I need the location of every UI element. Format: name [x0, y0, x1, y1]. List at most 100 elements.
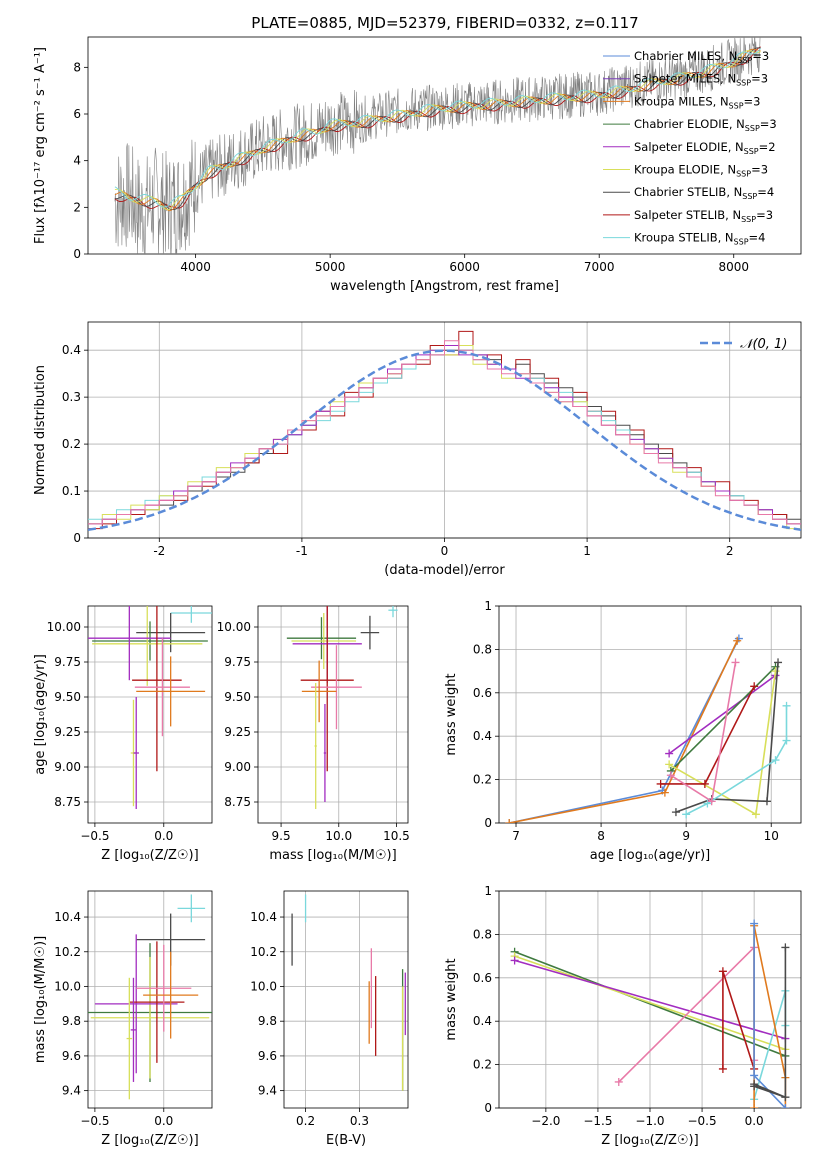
x-tick-label: 0.3 — [350, 1114, 369, 1128]
y-tick-label: 0.4 — [473, 729, 492, 743]
x-tick-label: 9 — [682, 829, 690, 843]
histogram-step — [88, 340, 801, 525]
x-tick-label: 7000 — [584, 260, 615, 274]
legend-subscript: SSP — [736, 79, 751, 88]
plus-marker — [731, 658, 740, 667]
x-tick-label: 0 — [441, 544, 449, 558]
z_age-axes: −0.5 0.0 8.75 9.00 9.25 9.50 9.75 10.00 Z [log₁₀… — [33, 605, 213, 863]
plus-marker — [671, 808, 680, 817]
x-tick-label: 8 — [597, 829, 605, 843]
weight-line — [618, 945, 755, 1083]
plus-marker — [505, 819, 514, 823]
legend-tail: =2 — [759, 140, 776, 154]
legend-entry: Chabrier ELODIE, NSSP=3 — [634, 117, 777, 133]
x-tick-label: -2 — [153, 544, 165, 558]
y-tick-label: 0 — [73, 247, 81, 261]
data-point — [360, 615, 380, 650]
legend-subscript: SSP — [742, 192, 757, 201]
legend-tail: =3 — [760, 117, 777, 131]
plus-marker — [750, 1082, 759, 1091]
y-tick-label: 9.00 — [54, 760, 81, 774]
data-point — [314, 683, 317, 809]
x-tick-label: 9.5 — [272, 829, 291, 843]
weight-line — [675, 662, 779, 813]
plus-marker — [782, 736, 791, 745]
axes-frame — [257, 605, 409, 824]
plus-marker — [771, 667, 780, 676]
y-tick-label: 10.00 — [47, 620, 81, 634]
y-tick-label: 9.25 — [54, 725, 81, 739]
x-tick-label: 10.0 — [325, 829, 352, 843]
weight-line — [670, 662, 737, 803]
plus-marker — [781, 943, 790, 952]
y-tick-label: 0.1 — [62, 484, 81, 498]
z_mass-axes: −0.5 0.0 9.4 9.6 9.8 10.0 10.2 10.4 Z [log₁₀(Z/Z… — [33, 890, 213, 1148]
y-tick-label: 9.6 — [62, 1049, 81, 1063]
legend-entry: Kroupa STELIB, NSSP=4 — [634, 231, 765, 247]
plus-marker — [750, 682, 759, 691]
data-point — [300, 606, 354, 772]
y-tick-label: 10.2 — [250, 945, 277, 959]
x-axis-label: Z [log₁₀(Z/Z☉)] — [601, 1133, 698, 1148]
legend-tail: =3 — [751, 163, 768, 177]
legend-subscript: SSP — [745, 124, 760, 133]
data-point — [323, 704, 327, 802]
legend-entry: Kroupa ELODIE, NSSP=3 — [634, 163, 768, 179]
mass_age-axes: 9.5 10.0 10.5 8.75 9.00 9.25 9.50 9.75 10.00 mass… — [217, 605, 410, 863]
y-tick-label: 10.4 — [54, 910, 81, 924]
y-tick-label: 9.50 — [224, 690, 251, 704]
residuals-axes: -2 -1 0 1 2 0 0.1 0.2 0.3 0.4 (data-model)/error No… — [33, 321, 802, 578]
data-point — [94, 934, 178, 1074]
plus-marker — [660, 788, 669, 797]
y-axis-label: mass weight — [444, 958, 459, 1040]
legend-entry: Chabrier STELIB, NSSP=4 — [634, 185, 774, 201]
plus-marker — [703, 799, 712, 808]
plus-marker — [733, 636, 742, 645]
model-spectrum-salpeter_stelib — [114, 46, 761, 209]
plus-marker — [781, 1104, 790, 1108]
x-tick-label: 0.0 — [154, 829, 173, 843]
y-tick-label: 9.8 — [258, 1014, 277, 1028]
data-point — [92, 606, 203, 686]
y-tick-label: 9.4 — [258, 1084, 277, 1098]
x-tick-label: −2.0 — [531, 1114, 560, 1128]
data-point — [177, 894, 206, 923]
y-tick-label: 9.75 — [54, 655, 81, 669]
figure-title: PLATE=0885, MJD=52379, FIBERID=0332, z=0… — [251, 14, 638, 32]
ebv_mass-axes: 0.2 0.3 9.4 9.6 9.8 10.0 10.2 10.4 E(B-V) — [250, 890, 409, 1148]
x-tick-label: −1.0 — [635, 1114, 664, 1128]
legend-text: Salpeter ELODIE, N — [634, 140, 744, 154]
x-tick-label: 1 — [583, 544, 591, 558]
plus-marker — [771, 756, 780, 765]
data-point — [143, 951, 199, 1039]
weight-line — [514, 955, 786, 1051]
legend-subscript: SSP — [729, 101, 744, 110]
legend-tail: =3 — [751, 72, 768, 86]
y-tick-label: 9.6 — [258, 1049, 277, 1063]
x-tick-label: 6000 — [449, 260, 480, 274]
y-tick-label: 10.0 — [54, 979, 81, 993]
x-tick-label: 8000 — [718, 260, 749, 274]
weight-line — [722, 971, 755, 1070]
plus-marker — [750, 1104, 759, 1108]
x-tick-label: 7 — [512, 829, 520, 843]
y-tick-label: 0.3 — [62, 390, 81, 404]
plus-marker — [666, 771, 675, 780]
plus-marker — [751, 810, 760, 819]
data-point — [301, 660, 337, 723]
plus-marker — [665, 749, 674, 758]
y-tick-label: 0.8 — [473, 927, 492, 941]
axes-frame — [283, 890, 409, 1109]
x-tick-label: −0.5 — [80, 1114, 109, 1128]
legend-tail: =3 — [744, 94, 761, 108]
data-point — [130, 977, 137, 1082]
y-tick-label: 1 — [484, 884, 492, 898]
legend-tail: =3 — [752, 49, 769, 63]
plus-marker — [656, 779, 665, 788]
y-tick-label: 8.75 — [54, 795, 81, 809]
y-tick-label: 4 — [73, 154, 81, 168]
axes-frame — [498, 605, 802, 824]
y-axis-label: Normed distribution — [33, 365, 48, 495]
plus-marker — [700, 779, 709, 788]
axes-frame — [87, 605, 213, 824]
